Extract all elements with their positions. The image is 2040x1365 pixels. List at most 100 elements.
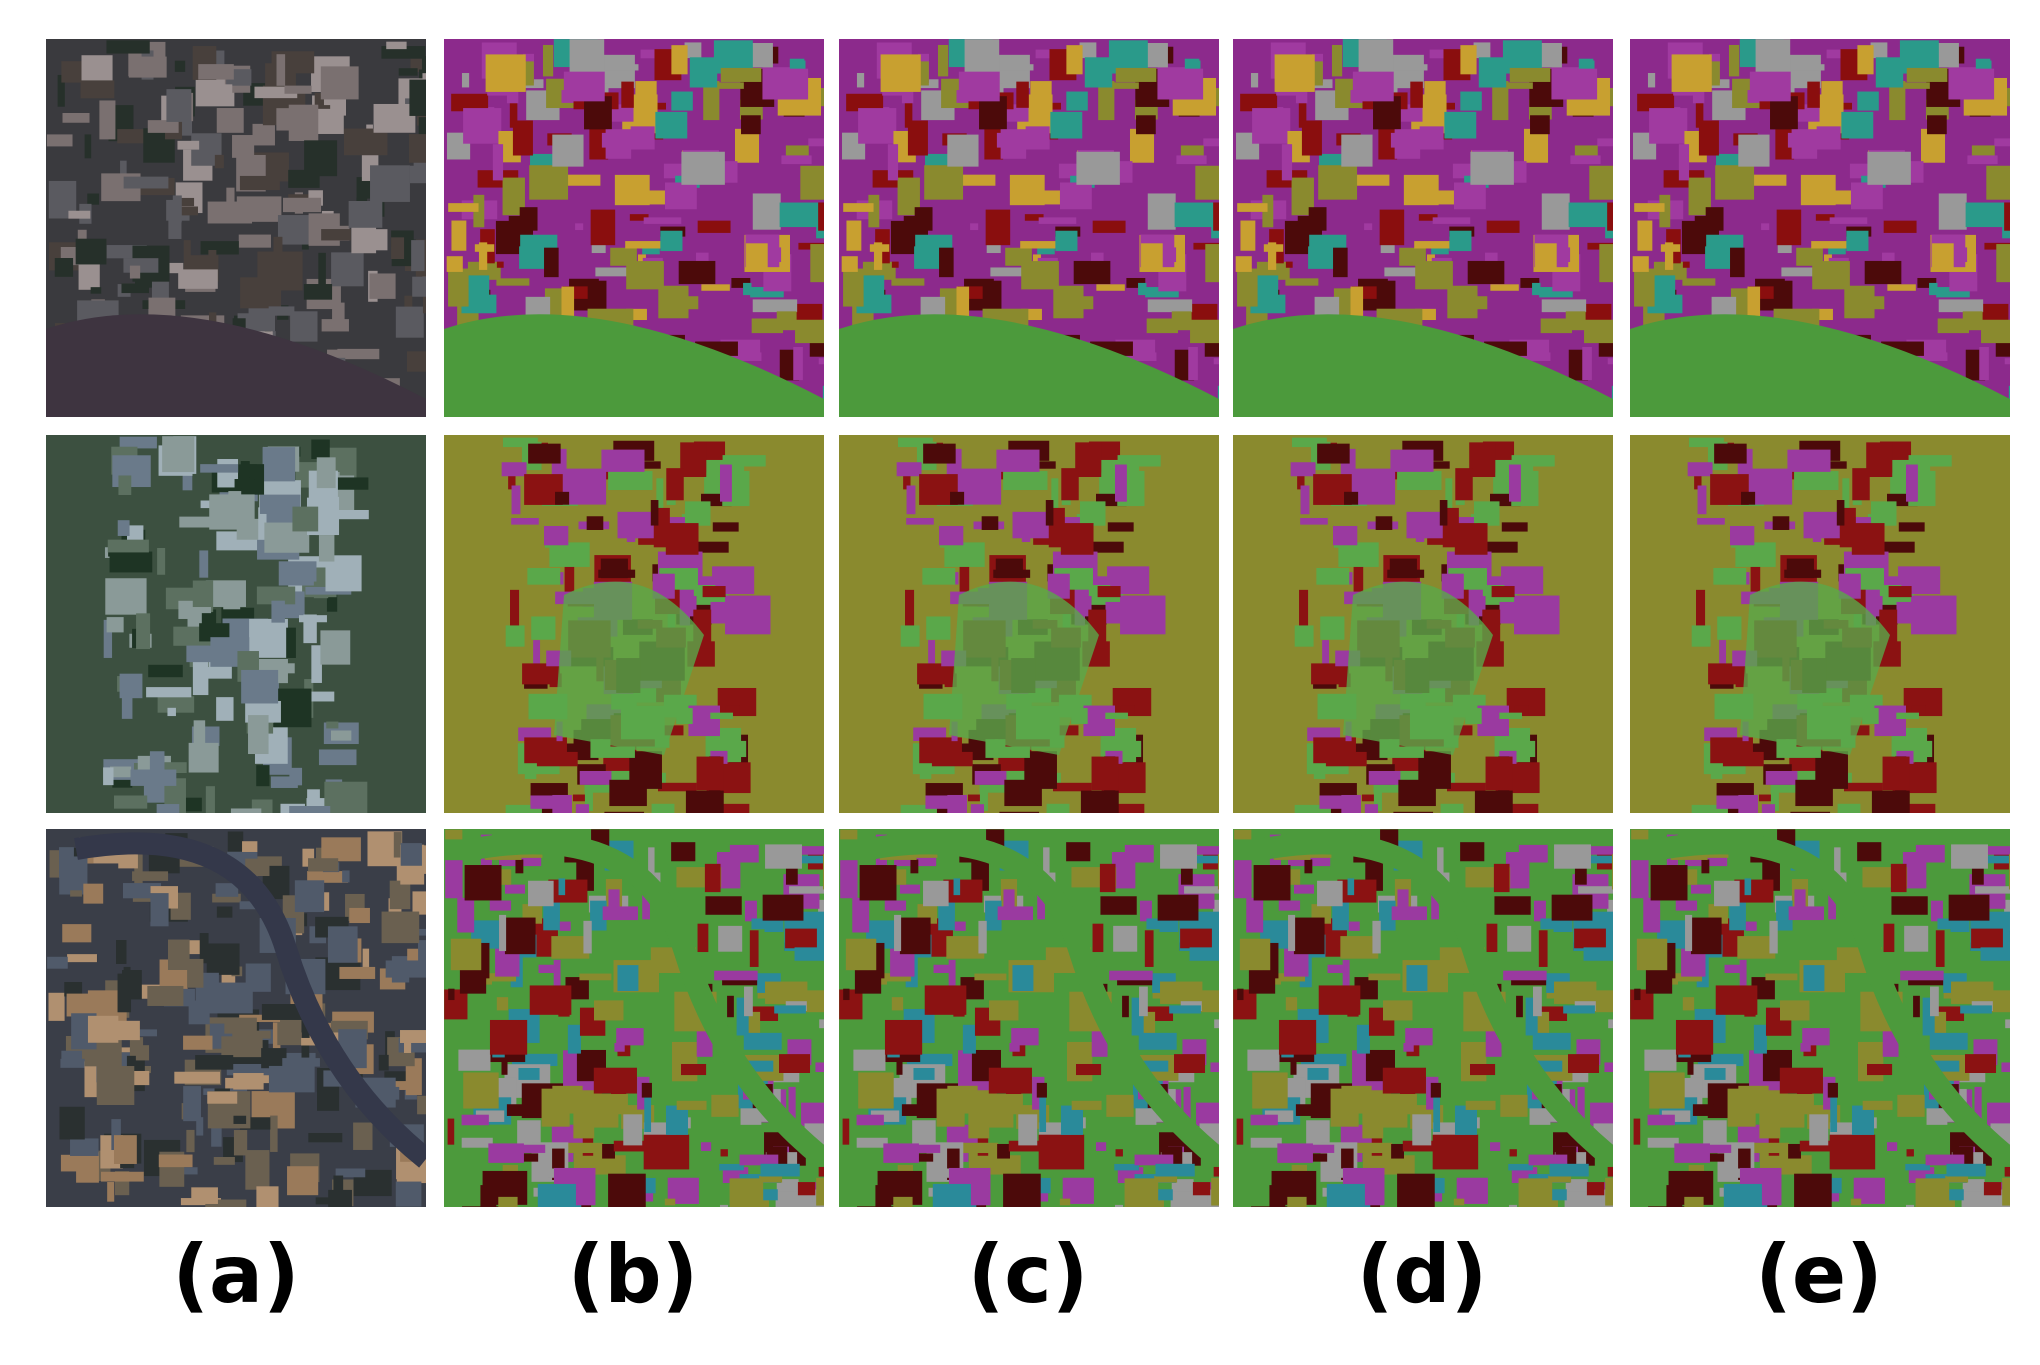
patch (1714, 880, 1740, 907)
patch (2004, 202, 2010, 231)
patch (1469, 442, 1496, 477)
patch (1113, 925, 1138, 952)
patch (370, 165, 410, 202)
patch (1039, 1093, 1047, 1132)
patch (1080, 541, 1124, 553)
patch (505, 625, 525, 647)
patch (569, 39, 605, 76)
patch (318, 749, 357, 766)
patch (412, 891, 426, 915)
patch (282, 1058, 320, 1067)
patch (123, 176, 169, 189)
patch (1607, 1166, 1613, 1177)
patch (1979, 346, 1989, 381)
satellite-image (46, 39, 426, 417)
patch (302, 848, 315, 867)
patch (252, 123, 275, 146)
patch (2002, 1177, 2010, 1206)
patch (1647, 1114, 1675, 1126)
patch (563, 71, 605, 102)
patch (335, 1168, 366, 1178)
patch (1136, 115, 1156, 135)
tile-content (46, 435, 426, 813)
patch (1318, 165, 1358, 200)
patch (1103, 82, 1139, 89)
patch (1904, 925, 1929, 952)
patch (234, 479, 255, 489)
patch (1311, 663, 1350, 685)
patch (553, 959, 561, 1000)
patch (1338, 542, 1379, 567)
patch (932, 1183, 971, 1207)
patch (1079, 42, 1097, 59)
patch (845, 938, 877, 971)
patch (1935, 930, 1945, 967)
patch (1004, 779, 1042, 807)
patch (461, 1137, 493, 1148)
patch (232, 1030, 271, 1039)
patch (1256, 261, 1290, 280)
patch (681, 1063, 707, 1076)
patch (1851, 523, 1885, 555)
patch (1915, 1178, 1950, 1207)
patch (1294, 884, 1315, 894)
patch (1505, 852, 1530, 889)
patch (123, 258, 159, 273)
patch (134, 848, 143, 887)
patch (1135, 352, 1157, 362)
patch (880, 54, 921, 92)
patch (781, 155, 812, 165)
patch (233, 1073, 264, 1090)
patch (1091, 756, 1119, 791)
patch (70, 890, 82, 897)
patch (1485, 756, 1513, 791)
patch (172, 195, 182, 223)
patch (891, 997, 904, 1011)
patch (1980, 947, 2010, 961)
patch (1708, 1153, 1725, 1162)
patch (46, 134, 73, 147)
patch (593, 1067, 637, 1094)
patch (1474, 790, 1513, 813)
patch (1043, 847, 1050, 885)
patch (508, 184, 519, 206)
patch (1971, 928, 2003, 949)
patch (1710, 752, 1723, 779)
patch (1486, 220, 1520, 233)
patch (1701, 859, 1710, 874)
patch (1974, 1086, 1982, 1121)
patch (1694, 184, 1705, 206)
patch (696, 756, 724, 791)
patch (1003, 889, 1015, 916)
patch (1497, 82, 1533, 89)
patch (1925, 1154, 1965, 1166)
patch (749, 930, 759, 967)
patch (320, 66, 359, 100)
patch (1453, 182, 1486, 210)
patch (128, 56, 167, 78)
patch (501, 462, 527, 477)
patch (412, 276, 426, 297)
patch (542, 44, 554, 77)
patch (208, 249, 217, 271)
patch (276, 108, 294, 131)
patch (1180, 860, 1193, 885)
segmentation-map (1233, 829, 1613, 1207)
patch (1692, 1104, 1714, 1116)
patch (1083, 705, 1115, 737)
patch (868, 194, 880, 228)
patch (956, 286, 970, 322)
patch (1170, 1191, 1208, 1207)
patch (1038, 217, 1077, 224)
patch (83, 883, 104, 904)
patch (1769, 920, 1778, 954)
patch (1439, 500, 1448, 526)
patch (1117, 455, 1161, 467)
patch (1659, 194, 1671, 228)
patch (411, 240, 425, 272)
patch (1607, 202, 1613, 231)
patch (2007, 401, 2010, 417)
patch (1251, 1206, 1288, 1207)
patch (1317, 880, 1343, 907)
patch (1540, 318, 1573, 334)
